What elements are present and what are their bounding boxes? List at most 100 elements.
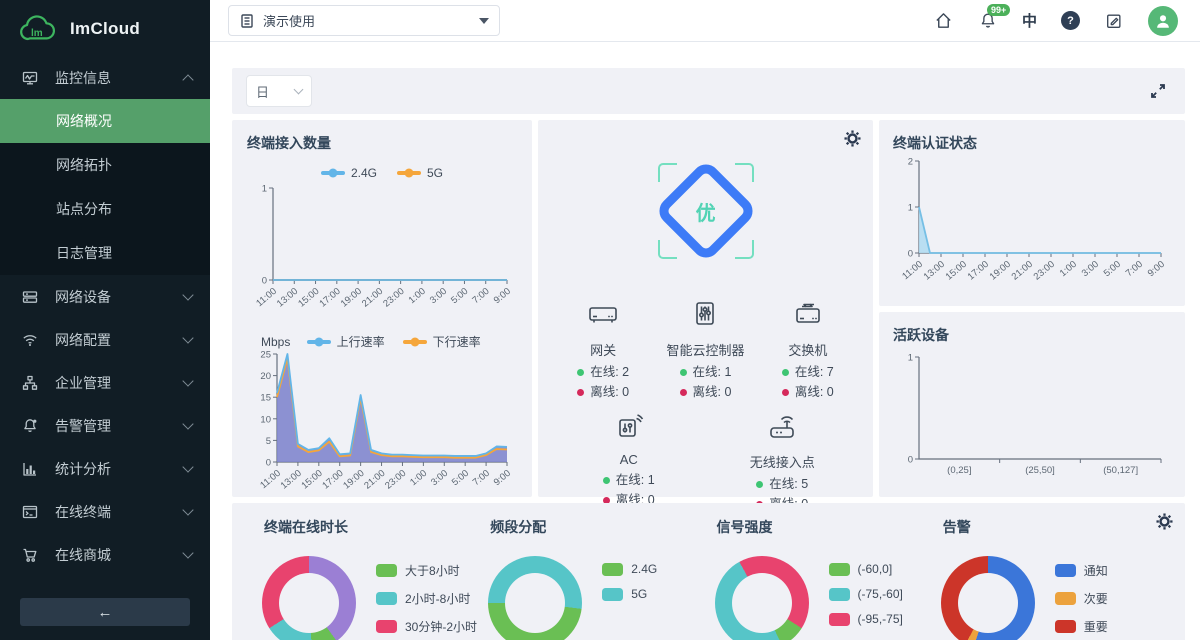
chevron-up-icon xyxy=(182,73,194,86)
legend-label: 大于8小时 xyxy=(405,564,460,578)
svg-text:3:00: 3:00 xyxy=(429,468,450,488)
legend-item[interactable]: 上行速率 xyxy=(306,333,385,350)
legend-item[interactable]: 2小时-8小时 xyxy=(376,590,477,607)
brand-name: ImCloud xyxy=(70,19,141,38)
switch-icon xyxy=(792,300,824,333)
legend-item[interactable]: 次要 xyxy=(1054,590,1108,607)
sidebar-item-statistics-analysis[interactable]: 统计分析 xyxy=(0,447,210,490)
legend-item[interactable]: 下行速率 xyxy=(402,333,481,350)
controller-icon xyxy=(689,300,721,333)
bell-icon xyxy=(22,417,40,435)
legend-label: 通知 xyxy=(1083,564,1108,578)
donut-section-alarms: 告警 通知 次要 重要 xyxy=(940,517,1167,640)
legend-item[interactable]: 2.4G xyxy=(602,562,657,576)
user-avatar[interactable] xyxy=(1148,5,1178,36)
legend-item[interactable]: 30分钟-2小时 xyxy=(376,618,477,635)
notifications-bell-icon[interactable]: 99+ xyxy=(978,3,1011,31)
sidebar-item-monitoring[interactable]: 监控信息 xyxy=(0,56,210,99)
sidebar-item-network-overview[interactable]: 网络概况 xyxy=(0,99,210,143)
sidebar-item-network-devices[interactable]: 网络设备 xyxy=(0,275,210,318)
donut-section-signal-strength: 信号强度 (-60,0] (-75,-60] (-95,-75] xyxy=(714,517,941,640)
sidebar-item-network-topology[interactable]: 网络拓扑 xyxy=(0,143,210,187)
sidebar-item-alarm-management[interactable]: 告警管理 xyxy=(0,404,210,447)
device-status-switch: 交换机 在线: 7 离线: 0 xyxy=(757,300,859,402)
org-selector[interactable]: 演示使用 xyxy=(228,5,500,36)
device-status-row-1: 网关 在线: 2 离线: 0 智能云控制器 在线: 1 离线: 0 交换机 在线: 7 离线: … xyxy=(552,300,859,402)
ac-icon xyxy=(613,412,645,445)
person-icon xyxy=(1157,14,1169,28)
sidebar-submenu: 网络概况网络拓扑站点分布日志管理 xyxy=(0,99,210,275)
chevron-down-icon xyxy=(182,288,194,301)
chevron-down-icon xyxy=(182,417,194,430)
donut-chart-alarms xyxy=(940,556,1035,640)
gateway-icon xyxy=(587,300,619,333)
svg-text:3:00: 3:00 xyxy=(428,286,449,306)
home-icon[interactable] xyxy=(934,11,954,31)
svg-text:5:00: 5:00 xyxy=(449,286,470,306)
svg-text:11:00: 11:00 xyxy=(900,259,925,282)
legend-item[interactable]: 大于8小时 xyxy=(376,562,477,579)
svg-text:1:00: 1:00 xyxy=(407,286,428,306)
help-icon[interactable]: ? xyxy=(1061,11,1080,30)
donut-section-online-duration: 终端在线时长 大于8小时 2小时-8小时 30分钟-2小时 xyxy=(262,517,488,640)
fullscreen-icon[interactable] xyxy=(1149,82,1167,100)
settings-gear-icon[interactable] xyxy=(844,130,861,147)
legend-marker xyxy=(402,337,427,346)
donut-legend: 大于8小时 2小时-8小时 30分钟-2小时 xyxy=(376,562,477,635)
cart-icon xyxy=(22,546,40,564)
sidebar-item-label: 网络拓扑 xyxy=(56,157,112,173)
legend-item[interactable]: 通知 xyxy=(1054,562,1108,579)
legend-item[interactable]: 2.4G xyxy=(320,166,377,180)
device-offline-count: 离线: 0 xyxy=(781,382,834,402)
svg-text:2: 2 xyxy=(908,157,913,168)
svg-text:15: 15 xyxy=(260,393,271,404)
dashboard-row-top: 终端接入数量 2.4G 5G 0 1 11:00 13:00 15:00 17:00 19:0… xyxy=(232,120,1185,511)
legend-item[interactable]: 重要 xyxy=(1054,618,1108,635)
legend-swatch xyxy=(828,562,850,576)
legend-swatch xyxy=(602,587,624,601)
settings-gear-icon[interactable] xyxy=(1156,513,1173,530)
legend-item[interactable]: 5G xyxy=(602,587,657,601)
sidebar-collapse-button[interactable]: ← xyxy=(20,598,190,626)
sidebar-item-label: 网络概况 xyxy=(56,113,112,129)
legend-item[interactable]: (-95,-75] xyxy=(828,612,903,626)
card-active-devices: 活跃设备 0 1 (0,25] (25,50] (50,127] xyxy=(879,311,1185,497)
dashboard-content: 日 终端接入数量 2.4G 5G 0 1 11:00 13:00 15:00 17:00 19… xyxy=(210,42,1200,640)
device-name: 网关 xyxy=(590,343,617,358)
legend-label: 上行速率 xyxy=(336,335,385,349)
svg-text:9:00: 9:00 xyxy=(492,286,513,306)
sidebar-item-network-config[interactable]: 网络配置 xyxy=(0,318,210,361)
sidebar-item-label: 日志管理 xyxy=(56,245,112,261)
card-terminal-auth: 终端认证状态 0 1 2 11:00 13:00 15:00 17:00 19:00 21:00… xyxy=(879,120,1185,306)
feedback-edit-icon[interactable] xyxy=(1104,11,1124,31)
language-switch[interactable]: 中 xyxy=(1021,13,1037,30)
svg-text:1:00: 1:00 xyxy=(1058,259,1079,279)
sidebar-item-log-management[interactable]: 日志管理 xyxy=(0,231,210,275)
network-grade-badge: 优 xyxy=(552,132,859,290)
sidebar-item-label: 站点分布 xyxy=(56,201,112,217)
svg-text:17:00: 17:00 xyxy=(317,286,342,310)
sidebar-item-site-distribution[interactable]: 站点分布 xyxy=(0,187,210,231)
legend-swatch xyxy=(1054,564,1076,577)
legend-item[interactable]: (-75,-60] xyxy=(828,587,903,601)
legend-terminal-access: 2.4G 5G xyxy=(247,166,517,180)
sidebar-item-enterprise-management[interactable]: 企业管理 xyxy=(0,361,210,404)
legend-label: (-75,-60] xyxy=(857,587,903,601)
svg-text:7:00: 7:00 xyxy=(1124,259,1145,279)
bracket-corner xyxy=(734,163,754,182)
legend-item[interactable]: (-60,0] xyxy=(828,562,903,576)
period-selector[interactable]: 日 xyxy=(246,75,312,107)
legend-marker xyxy=(320,168,345,178)
svg-text:21:00: 21:00 xyxy=(1010,259,1035,283)
legend-label: 30分钟-2小时 xyxy=(405,620,478,634)
sidebar-item-online-mall[interactable]: 在线商城 xyxy=(0,533,210,576)
chevron-down-icon xyxy=(182,503,194,516)
sidebar-item-online-terminals[interactable]: 在线终端 xyxy=(0,490,210,533)
legend-label: (-95,-75] xyxy=(857,612,903,626)
chart-active-devices: 0 1 (0,25] (25,50] (50,127] xyxy=(893,345,1171,488)
chevron-down-icon xyxy=(182,374,194,387)
legend-item[interactable]: 5G xyxy=(397,166,443,180)
dashboard-toolbar: 日 xyxy=(232,68,1185,114)
device-online-count: 在线: 2 xyxy=(577,362,629,382)
